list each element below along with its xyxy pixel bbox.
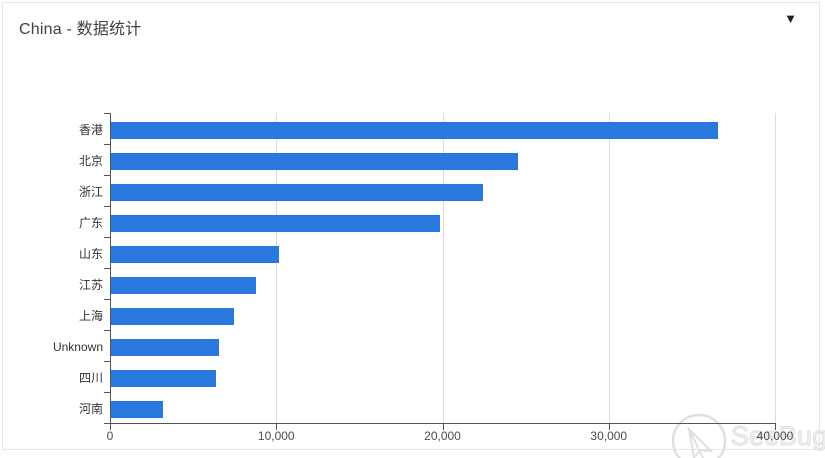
y-axis-label: Unknown (52, 340, 103, 354)
y-axis-tick (104, 423, 110, 424)
x-axis-tick (110, 423, 111, 430)
bar-浙江[interactable] (111, 184, 484, 201)
y-axis-line (110, 113, 111, 423)
y-axis-label: 上海 (78, 309, 103, 323)
y-axis-label: 香港 (78, 123, 103, 137)
bar-山东[interactable] (111, 246, 279, 263)
y-axis-label: 四川 (78, 371, 103, 385)
x-axis-tick (608, 423, 610, 430)
y-axis-tick (104, 113, 110, 114)
x-axis-tick (775, 423, 776, 430)
y-axis-tick (104, 175, 110, 176)
y-axis-label: 广东 (78, 216, 103, 230)
y-axis-tick (104, 392, 110, 393)
x-gridline (608, 113, 610, 423)
y-axis-tick (104, 299, 110, 300)
x-tick-label: 30,000 (590, 429, 628, 443)
y-axis-tick (104, 237, 110, 238)
bar-上海[interactable] (111, 308, 235, 325)
bar-广东[interactable] (111, 215, 441, 232)
chevron-down-icon[interactable]: ▼ (784, 11, 797, 26)
x-gridline (775, 113, 776, 423)
bar-江苏[interactable] (111, 277, 256, 294)
x-gridline (442, 113, 444, 423)
y-axis-tick (104, 361, 110, 362)
x-tick-label: 0 (106, 429, 114, 443)
bar-香港[interactable] (111, 122, 718, 139)
y-axis-tick (104, 268, 110, 269)
y-axis-tick (104, 206, 110, 207)
y-axis-label: 北京 (78, 154, 103, 168)
y-axis-tick (104, 330, 110, 331)
x-tick-label: 10,000 (257, 429, 295, 443)
y-axis-label: 河南 (78, 402, 103, 416)
y-axis-tick (104, 144, 110, 145)
bar-chart: 0 10,000 20,000 30,000 40,000 香港北京浙江广东山东江苏上海 U… (3, 3, 825, 449)
x-gridline (276, 113, 278, 423)
x-tick-label: 40,000 (756, 429, 794, 443)
y-axis-label: 山东 (78, 247, 103, 261)
bar-北京[interactable] (111, 153, 519, 170)
bar-河南[interactable] (111, 401, 163, 418)
x-axis-tick (442, 423, 444, 430)
chart-title: China - 数据统计 (19, 21, 142, 38)
bar-四川[interactable] (111, 370, 216, 387)
x-tick-label: 20,000 (424, 429, 461, 443)
y-axis-label: 浙江 (78, 185, 103, 199)
bar-Unknown[interactable] (111, 339, 220, 356)
x-axis-tick (276, 423, 278, 430)
y-axis-label: 江苏 (78, 278, 103, 292)
